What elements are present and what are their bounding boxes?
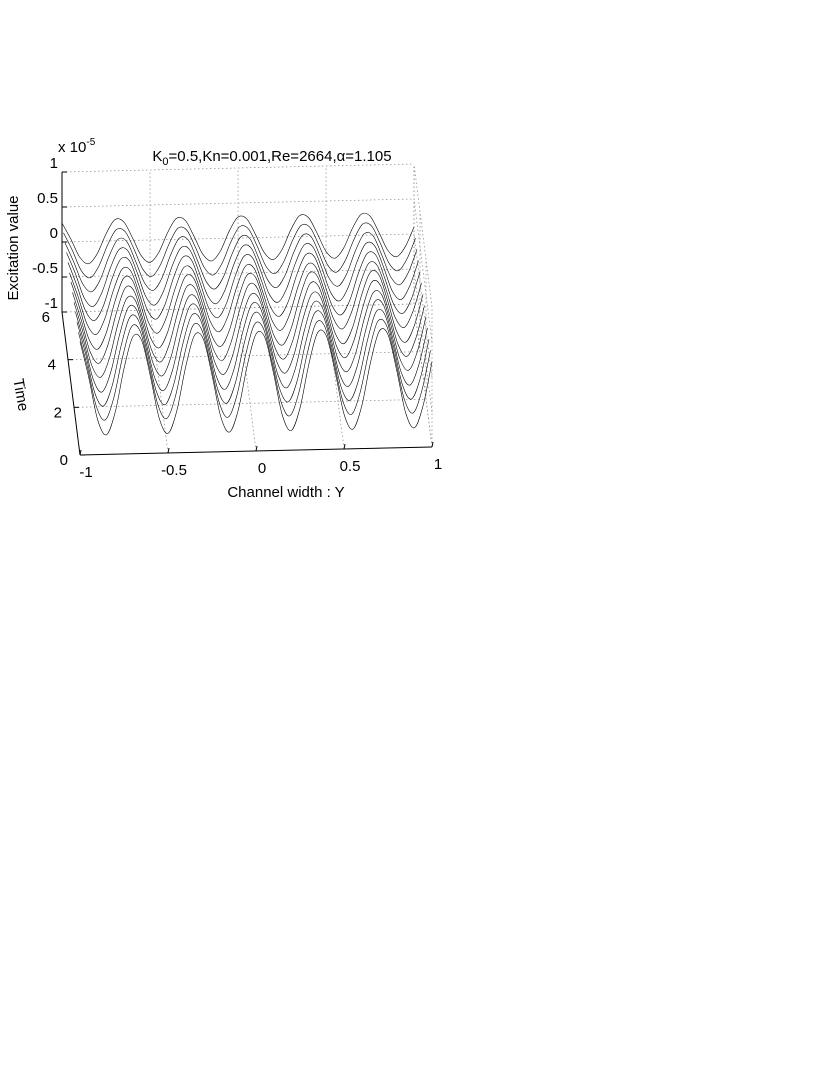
z-tick-label: 0 — [50, 225, 58, 242]
surface-curve — [69, 261, 422, 335]
title-part: =0.5,Kn=0.001,Re=2664,α=1.105 — [169, 148, 392, 165]
y-tick-label: 6 — [42, 309, 50, 326]
surface-curve — [79, 328, 433, 436]
x-tick — [343, 443, 346, 450]
grid-line — [325, 305, 345, 450]
grid-line — [413, 233, 433, 378]
y-axis — [61, 311, 81, 456]
z-axis-label: Excitation value — [5, 195, 22, 300]
x-tick-label: 0.5 — [340, 458, 361, 475]
grid-line — [413, 268, 433, 413]
x-axis-label: Channel width : Y — [227, 484, 344, 501]
grid-line — [73, 398, 427, 408]
surface-curve — [61, 212, 415, 265]
grid-line — [413, 303, 433, 448]
exponent-power: -5 — [86, 137, 95, 148]
x-tick — [255, 445, 258, 452]
y-tick-label: 2 — [54, 404, 62, 421]
title-subscript: 0 — [162, 156, 168, 168]
x-tick — [79, 449, 82, 456]
grid-line — [413, 163, 433, 308]
chart-title: K0=0.5,Kn=0.001,Re=2664,α=1.105 — [152, 148, 391, 168]
z-tick-label: -0.5 — [32, 260, 58, 277]
z-tick-label: 0.5 — [37, 190, 58, 207]
surface-curve — [64, 232, 418, 293]
grid-line — [237, 307, 257, 452]
y-tick-label: 4 — [48, 357, 56, 374]
z-exponent: x 10-5 — [58, 137, 96, 156]
title-part: K — [152, 148, 162, 165]
x-tick — [431, 441, 434, 448]
grid-line — [61, 198, 415, 208]
y-tick-label: 0 — [60, 452, 68, 469]
x-tick-label: 1 — [434, 456, 442, 473]
grid-line — [61, 268, 415, 278]
grid-line — [67, 351, 421, 361]
grid-line — [61, 163, 415, 173]
x-tick-label: -1 — [79, 464, 92, 481]
surface-curve — [67, 251, 421, 321]
surface-curve — [63, 222, 416, 279]
surface-curve — [70, 270, 424, 350]
grid-line — [149, 309, 169, 454]
surface-curve — [72, 280, 425, 364]
x-tick-label: 0 — [258, 460, 266, 477]
grid-line — [61, 233, 415, 243]
y-axis-label: Time — [9, 377, 31, 412]
surface-curve — [76, 308, 430, 407]
surface-curve — [75, 299, 428, 393]
x-tick-label: -0.5 — [161, 462, 187, 479]
z-tick-label: -1 — [45, 295, 58, 312]
grid-line — [413, 198, 433, 343]
surface-curve — [78, 318, 431, 421]
exponent-base: x 10 — [58, 139, 86, 156]
grid-line — [61, 303, 415, 313]
surface-curve — [66, 241, 419, 307]
x-tick — [167, 447, 170, 454]
z-tick-label: 1 — [50, 155, 58, 172]
surface-curve — [73, 290, 427, 378]
